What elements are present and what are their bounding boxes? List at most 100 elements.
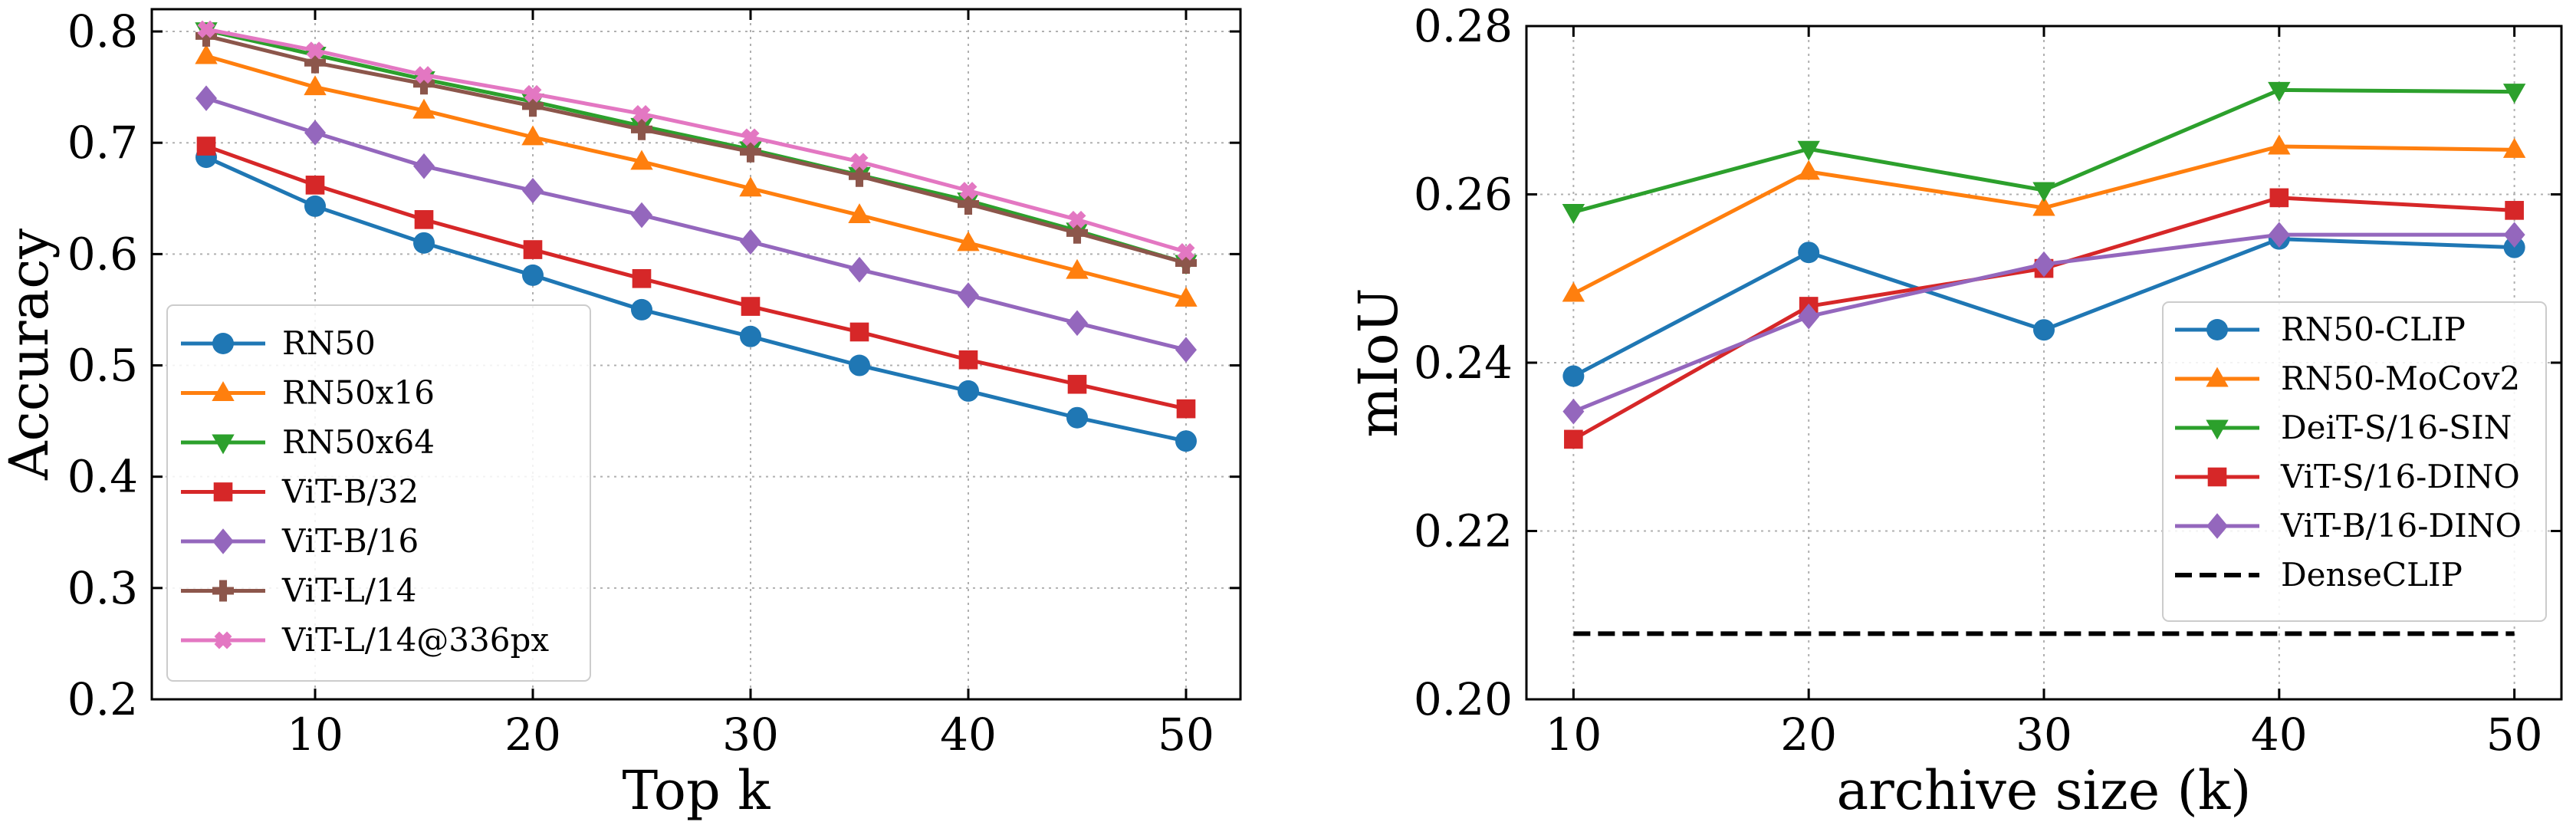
data-point-rn50x16 <box>739 176 762 197</box>
data-point-vit-s-16-dino <box>2505 201 2524 220</box>
legend-marker-sample <box>212 434 235 455</box>
y-tick-label: 0.22 <box>1414 505 1513 557</box>
axis-ticks: 10 20 30 40 50 0.2 0.3 0.4 0.5 0.6 0.7 0.8 <box>67 5 1240 761</box>
data-point-vit-b-32 <box>849 322 869 342</box>
series-rn50 <box>196 146 1197 452</box>
data-point-vit-l-14 <box>631 118 652 140</box>
x-tick-label: 30 <box>2016 709 2072 761</box>
left-chart-accuracy-vs-top-k: 10 20 30 40 50 0.2 0.3 0.4 0.5 0.6 0.7 0.8 Top k Accu… <box>0 5 1242 822</box>
data-point-rn50-mocov2 <box>2268 134 2291 155</box>
data-point-rn50 <box>522 264 544 286</box>
legend-label: ViT-B/16 <box>281 522 419 560</box>
y-axis-title: Accuracy <box>0 229 61 481</box>
data-point-vit-l-14 <box>1175 252 1197 274</box>
data-point-rn50x16 <box>630 150 653 170</box>
data-point-vit-l-14-336px <box>306 41 324 60</box>
legend-item-vit-l-14-336px: ViT-L/14@336px <box>181 621 549 659</box>
series-vit-l-14-336px <box>197 20 1195 261</box>
x-tick-label: 30 <box>722 709 779 761</box>
legend-label: ViT-B/16-DINO <box>2280 507 2522 544</box>
legend-marker-sample <box>212 528 234 554</box>
y-tick-label: 0.5 <box>67 340 138 392</box>
legend-label: RN50x64 <box>282 423 435 461</box>
data-point-vit-l-14-336px <box>1068 210 1086 229</box>
series-line-rn50x64 <box>205 28 1187 265</box>
data-point-rn50-mocov2 <box>1797 159 1820 180</box>
legend-label: RN50-MoCov2 <box>2281 360 2520 397</box>
data-point-vit-b-16-dino <box>2268 222 2290 248</box>
legend-marker-sample <box>213 482 233 501</box>
data-point-vit-b-16 <box>958 282 979 308</box>
data-point-vit-b-32 <box>958 350 978 370</box>
data-point-vit-l-14 <box>740 140 761 163</box>
y-tick-label: 0.7 <box>67 117 138 169</box>
data-point-rn50x16 <box>521 125 544 146</box>
legend-item-rn50-clip: RN50-CLIP <box>2175 311 2466 348</box>
legend-item-denseclip: DenseCLIP <box>2175 556 2463 593</box>
legend-marker-sample <box>214 631 232 649</box>
y-tick-label: 0.2 <box>67 673 138 725</box>
data-point-vit-l-14 <box>1066 222 1088 244</box>
data-point-vit-b-16-dino <box>1798 303 1820 330</box>
data-point-vit-l-14 <box>958 193 979 215</box>
legend: RN50-CLIP RN50-MoCov2 DeiT-S/16-SIN ViT-S/1… <box>2162 301 2547 622</box>
data-point-vit-b-16 <box>740 229 761 255</box>
legend-marker-sample <box>212 580 234 602</box>
legend-marker-sample <box>2206 319 2228 340</box>
data-point-rn50x16 <box>957 231 980 252</box>
data-point-vit-l-14-336px <box>415 66 433 84</box>
series-line-vit-l-14-336px <box>205 27 1187 254</box>
legend-label: DenseCLIP <box>2281 556 2463 593</box>
data-point-vit-b-16-dino <box>2503 222 2525 248</box>
data-point-rn50x16 <box>304 75 327 96</box>
data-point-vit-b-16 <box>413 153 435 179</box>
x-tick-label: 20 <box>1780 709 1837 761</box>
right-chart-miou-vs-archive-size: 10 20 30 40 50 0.20 0.22 0.24 0.26 0.28 archive si… <box>1347 0 2563 822</box>
legend-marker-sample <box>2206 513 2228 539</box>
data-point-deit-s-16-sin <box>1797 140 1820 161</box>
y-tick-label: 0.20 <box>1414 673 1513 725</box>
y-tick-label: 0.26 <box>1414 169 1513 221</box>
legend-item-vit-s-16-dino: ViT-S/16-DINO <box>2175 458 2520 495</box>
data-point-vit-b-32 <box>1067 374 1087 394</box>
legend-item-vit-b-16: ViT-B/16 <box>181 522 419 560</box>
y-tick-label: 0.3 <box>67 562 138 614</box>
y-axis-title: mIoU <box>1347 288 1410 437</box>
y-tick-label: 0.28 <box>1414 0 1513 52</box>
legend-label: RN50 <box>282 324 376 362</box>
data-point-rn50-clip <box>1562 365 1585 387</box>
data-point-vit-b-16 <box>1066 310 1088 337</box>
data-point-vit-l-14-336px <box>632 104 651 123</box>
series-line-rn50 <box>205 155 1187 443</box>
series-line-vit-b-16 <box>205 96 1187 352</box>
data-point-vit-b-16-dino <box>1562 398 1585 425</box>
x-axis-title: archive size (k) <box>1837 759 2252 822</box>
data-point-rn50 <box>849 354 870 376</box>
legend-item-deit-s-16-sin: DeiT-S/16-SIN <box>2175 409 2512 446</box>
series-vit-b-32 <box>196 136 1196 419</box>
data-point-vit-b-16 <box>196 85 217 111</box>
legend-label: ViT-B/32 <box>281 473 419 511</box>
y-tick-label: 0.8 <box>67 5 138 58</box>
series-rn50x16 <box>195 44 1198 307</box>
data-point-rn50-clip <box>1798 242 1820 264</box>
legend-item-rn50-mocov2: RN50-MoCov2 <box>2175 360 2520 397</box>
legend-item-rn50: RN50 <box>181 324 376 362</box>
data-point-vit-b-16 <box>1175 337 1197 363</box>
legend-item-vit-b-32: ViT-B/32 <box>181 473 419 511</box>
legend-marker-sample <box>2207 467 2227 487</box>
legend-label: ViT-L/14@336px <box>281 621 549 659</box>
data-point-vit-b-16 <box>849 256 870 283</box>
data-point-vit-l-14 <box>304 51 326 74</box>
series-line-vit-l-14 <box>205 34 1187 265</box>
data-point-rn50 <box>1175 430 1197 452</box>
data-point-vit-s-16-dino <box>1564 429 1583 449</box>
data-point-deit-s-16-sin <box>2502 84 2526 104</box>
x-tick-label: 10 <box>287 709 343 761</box>
y-tick-label: 0.6 <box>67 228 138 280</box>
data-point-rn50-clip <box>2033 319 2055 341</box>
data-point-vit-l-14 <box>522 95 544 117</box>
plot-frame <box>150 8 1242 701</box>
data-point-vit-l-14-336px <box>197 20 215 38</box>
